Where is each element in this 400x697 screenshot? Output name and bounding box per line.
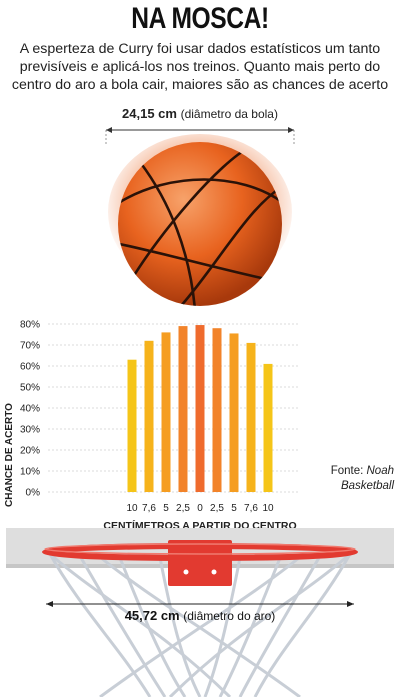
bar bbox=[127, 359, 137, 492]
y-tick-label: 70% bbox=[20, 341, 40, 352]
intro-text: A esperteza de Curry foi usar dados esta… bbox=[11, 41, 389, 93]
y-tick-label: 30% bbox=[20, 425, 40, 436]
headline: NA MOSCA! bbox=[131, 2, 269, 35]
bar bbox=[144, 340, 154, 492]
source-name: Noah bbox=[366, 465, 395, 477]
x-tick-label: 7,6 bbox=[244, 503, 258, 514]
y-tick-label: 50% bbox=[20, 383, 40, 394]
y-tick-label: 20% bbox=[20, 446, 40, 457]
rim-dimension-caption: (diâmetro do aro) bbox=[183, 609, 276, 623]
bar bbox=[195, 325, 205, 492]
x-tick-label: 5 bbox=[231, 503, 237, 514]
x-tick-label: 10 bbox=[262, 503, 274, 514]
x-tick-label: 5 bbox=[163, 503, 169, 514]
rim bbox=[42, 543, 358, 561]
hoop-illustration bbox=[6, 528, 394, 697]
y-tick-labels: 0% 10% 20% 30% 40% 50% 60% 70% 80% bbox=[20, 320, 40, 499]
rim-dimension-value: 45,72 cm bbox=[124, 608, 180, 623]
source-name-line2: Basketball bbox=[340, 480, 394, 492]
x-tick-label: 2,5 bbox=[210, 503, 224, 514]
bar bbox=[229, 333, 239, 492]
y-axis-label: CHANCE DE ACERTO bbox=[4, 403, 15, 507]
source-prefix: Fonte: bbox=[330, 465, 367, 477]
y-tick-label: 10% bbox=[20, 467, 40, 478]
grid-lines bbox=[48, 323, 300, 493]
x-tick-label: 0 bbox=[197, 503, 203, 514]
ball-dimension-label: 24,15 cm (diâmetro da bola) bbox=[0, 106, 400, 121]
ball-dimension-value: 24,15 cm bbox=[122, 106, 177, 121]
y-tick-label: 0% bbox=[26, 488, 41, 499]
x-tick-labels: 10 7,6 5 2,5 0 2,5 5 7,6 10 bbox=[126, 503, 274, 514]
bars bbox=[127, 325, 273, 492]
y-tick-label: 60% bbox=[20, 362, 40, 373]
basketball-illustration bbox=[108, 134, 292, 306]
x-tick-label: 7,6 bbox=[142, 503, 156, 514]
rim-dimension-label: 45,72 cm (diâmetro do aro) bbox=[0, 608, 400, 623]
ball-measure-line bbox=[105, 127, 295, 144]
bar bbox=[246, 342, 256, 492]
bar bbox=[212, 328, 222, 492]
y-tick-label: 40% bbox=[20, 404, 40, 415]
x-tick-label: 2,5 bbox=[176, 503, 190, 514]
bar-chart: CHANCE DE ACERTO 0% 10% 20% 30% 40% 50% 60% 70%… bbox=[4, 320, 300, 532]
bar bbox=[178, 326, 188, 492]
x-tick-label: 10 bbox=[126, 503, 138, 514]
ball-dimension-caption: (diâmetro da bola) bbox=[180, 107, 278, 121]
bar bbox=[263, 363, 273, 492]
bar bbox=[161, 332, 171, 492]
y-tick-label: 80% bbox=[20, 320, 40, 331]
net bbox=[48, 552, 352, 697]
rim-bracket bbox=[168, 540, 232, 586]
source-note: Fonte: Noah Basketball bbox=[331, 464, 394, 494]
